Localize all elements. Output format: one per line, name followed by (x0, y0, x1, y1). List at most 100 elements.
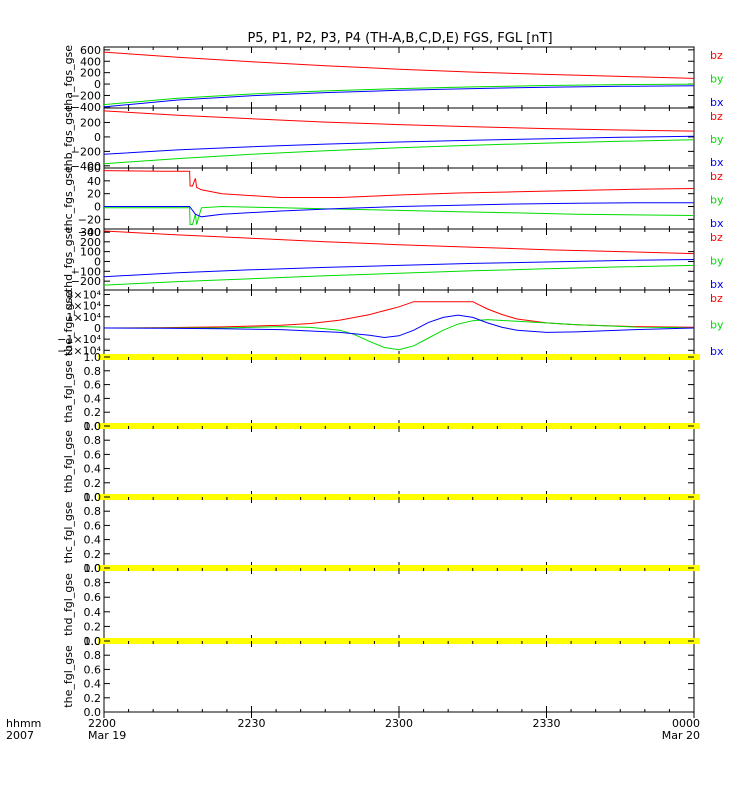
ytick-label: −200 (71, 89, 101, 102)
ytick-label: 0.6 (84, 448, 102, 461)
series-bx-line (103, 85, 695, 108)
ylabel-thc_fgl_gse: thc_fgl_gse (62, 501, 75, 563)
panel-frame (103, 425, 695, 498)
ytick-label: 0 (94, 131, 101, 144)
ytick-label: 1.0 (84, 562, 102, 575)
legend-bz: bz (710, 170, 723, 183)
ytick-label: 0.2 (84, 620, 102, 633)
ytick-label: 0.6 (84, 379, 102, 392)
time-axis-row-label-year: 2007 (6, 729, 34, 742)
time-tick-label: 0000 (672, 717, 700, 730)
panel-frame (103, 167, 695, 230)
ytick-label: 0 (94, 255, 101, 268)
ytick-label: 2×10⁴ (66, 300, 101, 313)
ytick-label: 60 (87, 162, 101, 175)
ytick-label: 0.8 (84, 434, 102, 447)
ytick-label: 300 (80, 226, 101, 239)
ytick-label: 0 (94, 201, 101, 214)
ytick-label: 1.0 (84, 635, 102, 648)
ylabel-thb_fgl_gse: thb_fgl_gse (62, 430, 75, 493)
ytick-label: 40 (87, 175, 101, 188)
legend-bx: bx (710, 278, 724, 291)
ytick-label: −200 (71, 145, 101, 158)
legend-by: by (710, 255, 724, 268)
panel-frame (103, 496, 695, 569)
series-bz-line (103, 170, 695, 198)
ytick-label: 20 (87, 188, 101, 201)
ylabel-thd_fgs_gse: thd_fgs_gse (62, 227, 75, 293)
ytick-label: 3×10⁴ (66, 288, 101, 301)
legend-bx: bx (710, 217, 724, 230)
plot-title: P5, P1, P2, P3, P4 (TH-A,B,C,D,E) FGS, F… (247, 31, 552, 46)
ytick-label: −40 (78, 226, 101, 239)
ytick-label: −400 (71, 101, 101, 114)
series-by-line (104, 319, 695, 351)
ytick-label: 0.2 (84, 692, 102, 705)
ytick-label: 0.2 (84, 548, 102, 561)
ytick-label: −100 (71, 265, 101, 278)
ylabel-thd_fgl_gse: thd_fgl_gse (62, 573, 75, 636)
ylabel-thb_fgs_gse: thb_fgs_gse (62, 105, 75, 171)
legend-bz: bz (710, 292, 723, 305)
ytick-label: 600 (80, 44, 101, 57)
legend-bz: bz (710, 231, 723, 244)
series-bx-line (103, 259, 695, 278)
time-tick-date: Mar 19 (88, 729, 126, 742)
ytick-label: −1×10⁴ (57, 333, 101, 346)
time-tick-label: 2330 (533, 717, 561, 730)
series-bz-line (103, 110, 695, 132)
ytick-label: 0.8 (84, 649, 102, 662)
ytick-label: 1.0 (84, 491, 102, 504)
series-bx-line (103, 314, 695, 339)
ytick-label: 0.2 (84, 406, 102, 419)
ytick-label: 400 (80, 55, 101, 68)
ytick-label: 0.4 (84, 463, 102, 476)
ytick-label: 0.4 (84, 606, 102, 619)
ytick-label: −2×10⁴ (57, 344, 101, 357)
panel-frame (103, 289, 695, 358)
ylabel-the_fgl_gse: the_fgl_gse (62, 645, 75, 708)
panel-thb_fgl_gse: 1.0 0.80.6 0.40.20.0 thb_fgl_gse (62, 420, 700, 504)
series-bz-line (103, 301, 695, 329)
legend-by: by (710, 133, 724, 146)
series-bx-line (104, 202, 694, 218)
time-tick-label: 2230 (238, 717, 266, 730)
legend-bz: bz (710, 110, 723, 123)
ytick-label: −400 (71, 160, 101, 173)
ytick-label: 0.8 (84, 577, 102, 590)
ytick-label: 100 (80, 246, 101, 259)
ytick-label: 200 (80, 236, 101, 249)
ylabel-the_fgs_gse: the_fgs_gse (62, 291, 75, 356)
ytick-label: 0.4 (84, 678, 102, 691)
time-tick-label: 2200 (88, 717, 116, 730)
panel-frame (103, 356, 695, 427)
ytick-label: 0.0 (84, 491, 102, 504)
ytick-label: 1×10⁴ (66, 311, 101, 324)
ytick-label: 0.8 (84, 505, 102, 518)
ytick-label: 0.4 (84, 534, 102, 547)
ytick-label: 0.2 (84, 477, 102, 490)
ytick-label: 0.0 (84, 706, 102, 719)
legend-bx: bx (710, 345, 724, 358)
legend-bz: bz (710, 49, 723, 62)
ytick-label: 0.0 (84, 635, 102, 648)
ytick-label: 0.6 (84, 591, 102, 604)
time-axis-row-label-hhmm: hhmm (6, 717, 41, 730)
ytick-label: −200 (71, 275, 101, 288)
legend-bx: bx (710, 156, 724, 169)
ytick-label: 0 (94, 322, 101, 335)
series-by-line (103, 264, 695, 286)
ylabel-tha_fgs_gse: tha_fgs_gse (62, 45, 75, 110)
panel-thd_fgl_gse: 1.0 0.80.6 0.40.2 0.0 thd_fgl_gse (62, 562, 700, 648)
panel-frame (103, 640, 695, 713)
ytick-label: 0.6 (84, 663, 102, 676)
series-by-line (104, 205, 695, 225)
